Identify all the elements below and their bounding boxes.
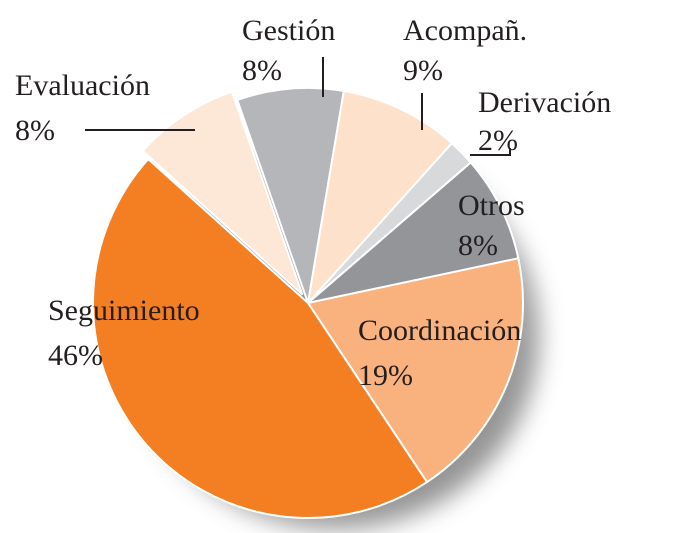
slice-value-label: 2% — [478, 124, 518, 157]
slice-label: Coordinación — [358, 314, 521, 347]
pie-slice — [306, 257, 524, 484]
pie-slice — [236, 87, 346, 304]
slice-value-label: 8% — [242, 54, 282, 87]
leader-line — [470, 148, 511, 156]
slices — [92, 87, 524, 519]
pie-slice — [306, 89, 454, 307]
slice-label: Gestión — [242, 14, 335, 47]
slice-value-label: 9% — [403, 54, 443, 87]
slice-value-label: 8% — [15, 114, 55, 147]
pie-slice — [92, 157, 429, 519]
slice-label: Acompañ. — [403, 14, 527, 47]
slice-label: Evaluación — [15, 69, 150, 102]
pie-slice — [141, 90, 304, 296]
slice-label: Seguimiento — [48, 294, 200, 327]
labels: Evaluación 8% Gestión 8% Acompañ. 9% Derivació… — [15, 14, 611, 392]
slice-label: Derivación — [478, 86, 611, 119]
pie-slice — [307, 161, 520, 304]
slice-value-label: 19% — [358, 359, 413, 392]
slice-value-label: 46% — [48, 339, 103, 372]
slice-label: Otros — [458, 189, 525, 222]
slice-value-label: 8% — [458, 229, 498, 262]
